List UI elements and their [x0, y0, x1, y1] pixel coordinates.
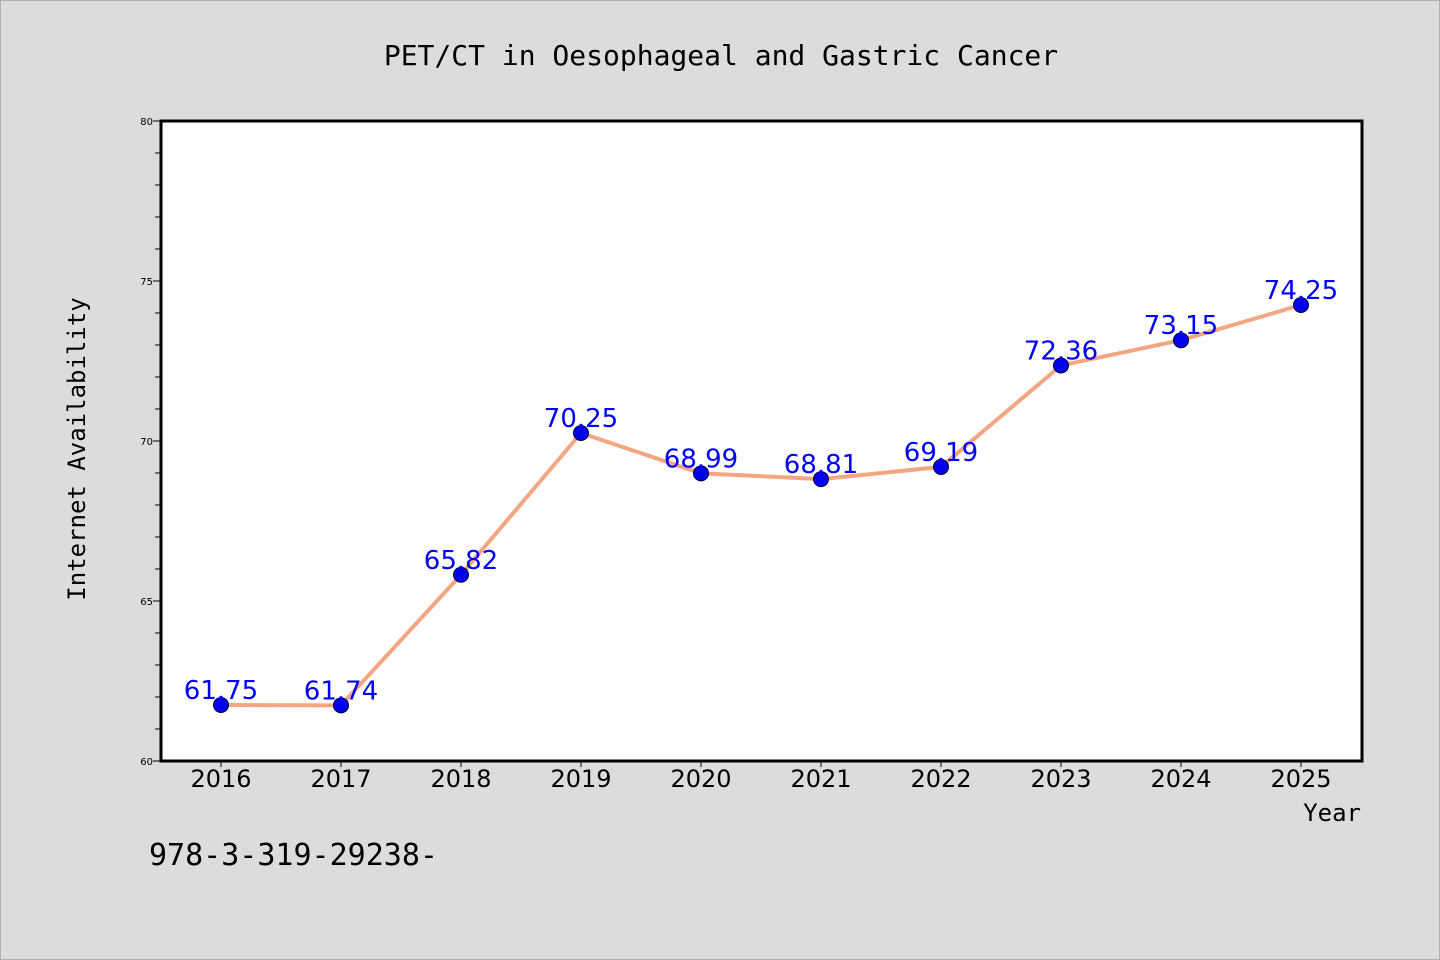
data-point — [453, 566, 469, 583]
y-tick-label: 65 — [140, 597, 153, 608]
watermark-text: 978-3-319-29238- — [149, 838, 438, 873]
x-tick-label: 2020 — [670, 765, 731, 793]
data-label: 74.25 — [1264, 276, 1338, 306]
y-tick-label: 75 — [140, 277, 153, 288]
y-tick-label: 60 — [140, 757, 153, 768]
x-axis-label: Year — [1303, 799, 1361, 827]
data-label: 72.36 — [1024, 336, 1098, 366]
y-tick-label: 80 — [140, 117, 153, 128]
x-tick-label: 2022 — [910, 765, 971, 793]
data-markers — [213, 297, 1309, 714]
x-tick-label: 2025 — [1270, 765, 1331, 793]
data-label: 73.15 — [1144, 311, 1218, 341]
data-point — [933, 458, 949, 475]
data-point — [1293, 297, 1309, 313]
y-tick-label: 70 — [140, 437, 153, 448]
data-label: 68.99 — [664, 444, 738, 474]
series-line — [220, 303, 1302, 708]
data-point — [573, 425, 589, 441]
data-point — [333, 697, 349, 714]
x-tick-label: 2018 — [430, 765, 491, 793]
data-label: 70.25 — [544, 404, 618, 434]
x-tick-label: 2021 — [790, 765, 851, 793]
data-point — [1173, 332, 1189, 349]
data-label: 65.82 — [424, 546, 498, 576]
chart-title: PET/CT in Oesophageal and Gastric Cancer — [384, 39, 1058, 72]
x-tick-label: 2019 — [550, 765, 611, 793]
data-label: 68.81 — [784, 450, 858, 480]
x-axis: 2016 2017 2018 2019 2020 2021 2022 2023 2024 2025 — [190, 761, 1332, 793]
data-point — [693, 465, 709, 482]
x-tick-label: 2023 — [1030, 765, 1091, 793]
data-label: 69.19 — [904, 438, 978, 468]
data-label: 61.75 — [184, 676, 258, 706]
y-axis-label: Internet Availability — [63, 297, 91, 600]
x-tick-label: 2024 — [1150, 765, 1211, 793]
data-label: 61.74 — [304, 676, 378, 706]
y-axis: 60 65 70 75 80 — [140, 117, 161, 768]
plot-area — [159, 119, 1364, 763]
data-labels: 61.75 61.74 65.82 70.25 68.99 68.81 69.19 72.36… — [184, 276, 1338, 706]
data-point — [1053, 357, 1069, 374]
x-tick-label: 2016 — [190, 765, 251, 793]
x-tick-label: 2017 — [310, 765, 371, 793]
data-point — [213, 697, 229, 713]
data-point — [813, 471, 829, 488]
